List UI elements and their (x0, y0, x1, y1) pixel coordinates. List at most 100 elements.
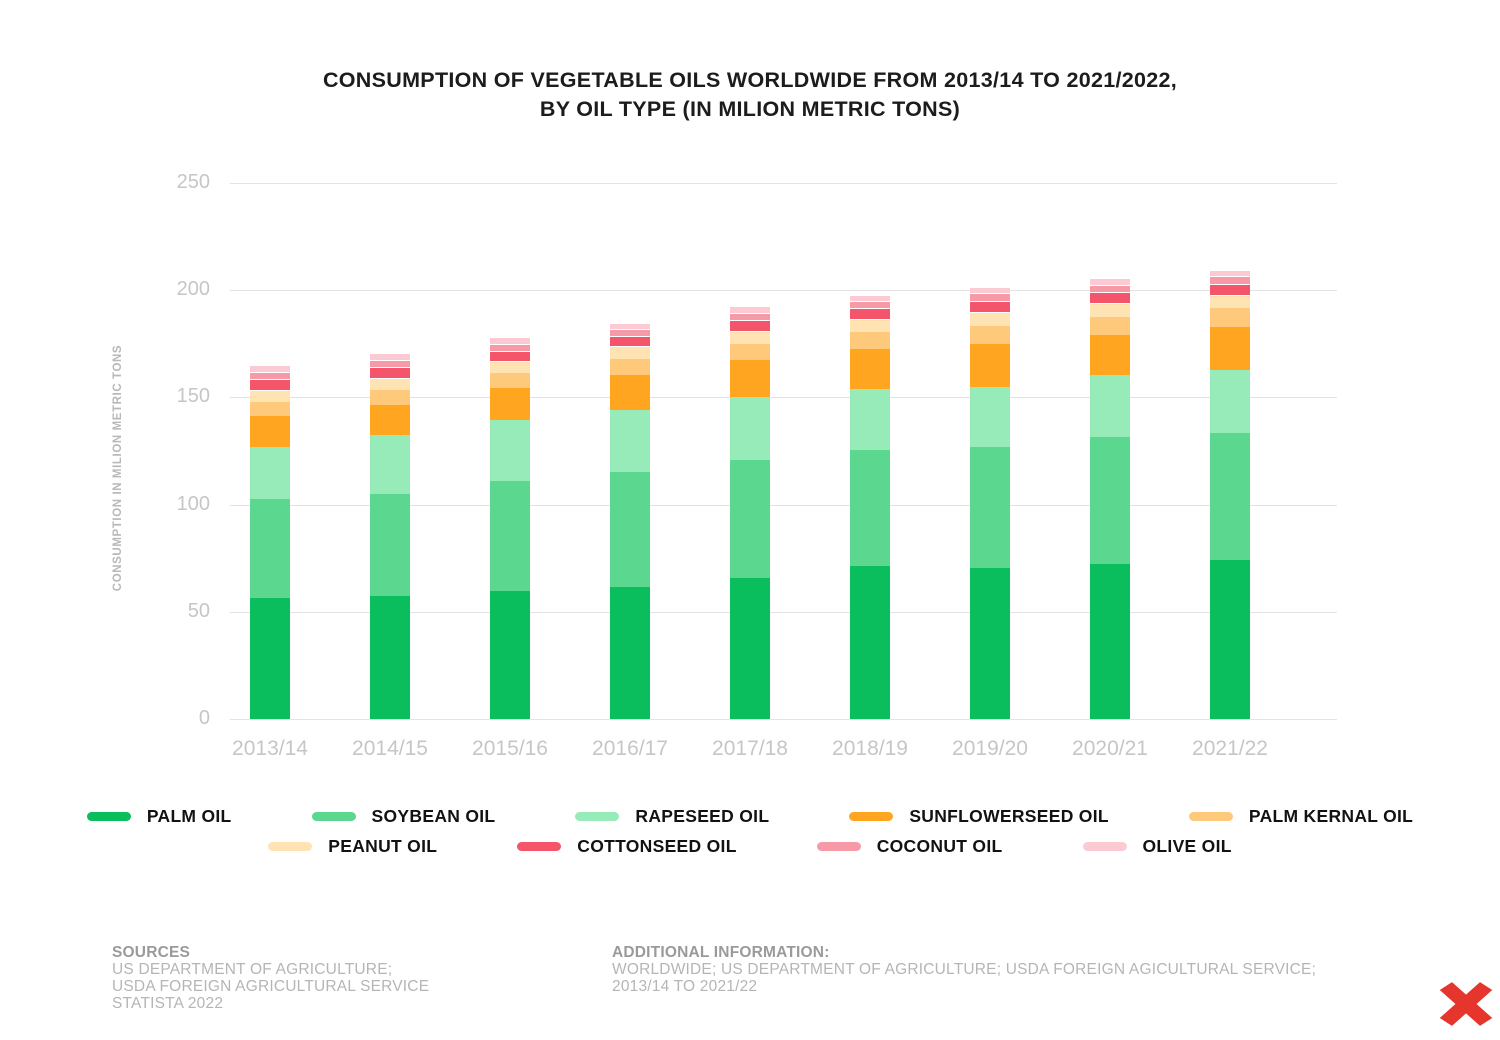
bar-segment-soybean-oil (370, 493, 410, 596)
legend-item-coconut-oil: COCONUT OIL (816, 836, 1003, 857)
bar-segment-coconut-oil (1210, 276, 1250, 284)
bar-segment-peanut-oil (250, 389, 290, 402)
bar-segment-sunflowerseed-oil (1210, 326, 1250, 370)
bar-segment-rapeseed-oil (1210, 369, 1250, 433)
bar-segment-peanut-oil (730, 330, 770, 344)
bar-segment-peanut-oil (850, 319, 890, 333)
bar-segment-soybean-oil (250, 499, 290, 598)
sources-line: US DEPARTMENT OF AGRICULTURE; (112, 961, 393, 978)
bar-segment-soybean-oil (850, 449, 890, 566)
bar-segment-olive-oil (370, 353, 410, 360)
bar-segment-sunflowerseed-oil (250, 415, 290, 447)
legend-swatch-peanut-oil (268, 842, 313, 851)
legend-label: RAPESEED OIL (635, 806, 770, 826)
legend-label: SUNFLOWERSEED OIL (909, 806, 1109, 826)
legend-swatch-cottonseed-oil (517, 842, 562, 851)
bar-segment-olive-oil (970, 287, 1010, 294)
bar-segment-peanut-oil (610, 345, 650, 359)
legend-row: PALM OIL SOYBEAN OIL RAPESEED OIL SUNFLOWER… (86, 806, 1414, 827)
bar-segment-palm-kernal-oil (610, 358, 650, 375)
y-tick-label: 250 (176, 171, 210, 193)
bar-segment-palm-kernal-oil (250, 401, 290, 416)
legend-swatch-rapeseed-oil (575, 812, 620, 821)
bar-segment-soybean-oil (1090, 437, 1130, 564)
additional-info-block: ADDITIONAL INFORMATION: WORLDWIDE; US DE… (612, 944, 1316, 995)
bar-segment-sunflowerseed-oil (970, 343, 1010, 387)
legend-item-palm-kernal-oil: PALM KERNAL OIL (1188, 806, 1414, 827)
legend-label: COCONUT OIL (876, 836, 1003, 856)
bar-segment-cottonseed-oil (850, 308, 890, 320)
legend-label: PEANUT OIL (328, 836, 438, 856)
chart-title-line1: CONSUMPTION OF VEGETABLE OILS WORLDWIDE … (322, 68, 1178, 92)
bar-segment-olive-oil (1090, 278, 1130, 285)
bar-segment-soybean-oil (610, 472, 650, 588)
bar-segment-rapeseed-oil (250, 446, 290, 500)
y-tick-label: 150 (176, 385, 210, 408)
bar-segment-cottonseed-oil (490, 351, 530, 361)
bar-segment-palm-oil (1210, 560, 1250, 719)
bar-segment-palm-kernal-oil (730, 343, 770, 360)
bar-segment-palm-oil (250, 597, 290, 719)
bar-segment-soybean-oil (970, 446, 1010, 568)
bar-segment-sunflowerseed-oil (730, 359, 770, 398)
bar-segment-olive-oil (1210, 269, 1250, 277)
bar-segment-olive-oil (730, 306, 770, 313)
bar-segment-sunflowerseed-oil (490, 387, 530, 420)
x-tick-label: 2019/20 (952, 737, 1028, 760)
bar-segment-palm-kernal-oil (850, 332, 890, 350)
plot-area: 0 50 100 150 200 250 2013/14 2014/15 2015/16 2016… (177, 171, 1337, 760)
bar-segment-coconut-oil (850, 300, 890, 309)
y-tick-label: 0 (198, 707, 210, 729)
bar-segment-olive-oil (250, 365, 290, 372)
bar-segment-palm-oil (610, 587, 650, 719)
bar-segment-palm-oil (970, 567, 1010, 719)
legend-swatch-coconut-oil (816, 842, 861, 851)
legend-label: PALM OIL (146, 806, 232, 826)
legend-swatch-palm-kernal-oil (1188, 812, 1233, 821)
legend-swatch-palm-oil (86, 812, 131, 821)
bar-segment-palm-oil (850, 565, 890, 719)
legend-item-cottonseed-oil: COTTONSEED OIL (517, 836, 736, 857)
bar-segment-cottonseed-oil (250, 379, 290, 390)
x-tick-label: 2015/16 (472, 737, 548, 760)
bar-segment-coconut-oil (730, 312, 770, 321)
bar-segment-sunflowerseed-oil (850, 349, 890, 389)
bar-segment-palm-kernal-oil (370, 389, 410, 405)
sources-heading: SOURCES (112, 944, 191, 961)
legend-item-sunflowerseed-oil: SUNFLOWERSEED OIL (849, 806, 1109, 827)
gridline (230, 290, 1337, 292)
legend-swatch-sunflowerseed-oil (849, 812, 894, 821)
bar-segment-rapeseed-oil (490, 419, 530, 482)
bar-segment-palm-kernal-oil (1090, 317, 1130, 336)
legend-label: OLIVE OIL (1142, 836, 1232, 856)
sources-line: STATISTA 2022 (112, 995, 224, 1012)
bar-segment-soybean-oil (730, 459, 770, 578)
legend-item-olive-oil: OLIVE OIL (1082, 836, 1232, 857)
x-tick-label: 2014/15 (352, 737, 428, 760)
legend-label: PALM KERNAL OIL (1248, 806, 1414, 826)
gridline (230, 397, 1337, 399)
chart-title: CONSUMPTION OF VEGETABLE OILS WORLDWIDE … (0, 66, 1500, 124)
bar-segment-olive-oil (850, 294, 890, 301)
bar-segment-rapeseed-oil (1090, 374, 1130, 438)
bar-segment-coconut-oil (490, 343, 530, 352)
bar-segment-rapeseed-oil (850, 388, 890, 450)
legend-swatch-olive-oil (1082, 842, 1127, 851)
y-tick-label: 50 (187, 599, 210, 622)
bar-segment-cottonseed-oil (610, 336, 650, 346)
bar-segment-cottonseed-oil (970, 300, 1010, 312)
bar-segment-palm-kernal-oil (490, 372, 530, 388)
sources-block: SOURCES US DEPARTMENT OF AGRICULTURE; US… (112, 944, 429, 1012)
gridline (230, 719, 1337, 720)
bar-segment-palm-kernal-oil (1210, 308, 1250, 327)
legend: PALM OIL SOYBEAN OIL RAPESEED OIL SUNFLOWER… (0, 806, 1500, 857)
x-tick-label: 2020/21 (1072, 737, 1148, 760)
x-tick-label: 2018/19 (832, 737, 908, 760)
x-tick-label: 2013/14 (232, 737, 308, 760)
bar-segment-cottonseed-oil (370, 367, 410, 379)
bar-segment-coconut-oil (1090, 284, 1130, 293)
red-x-logo-icon (1439, 982, 1493, 1026)
bar-segment-coconut-oil (370, 359, 410, 368)
y-tick-label: 100 (176, 492, 210, 515)
bar-segment-rapeseed-oil (730, 397, 770, 460)
